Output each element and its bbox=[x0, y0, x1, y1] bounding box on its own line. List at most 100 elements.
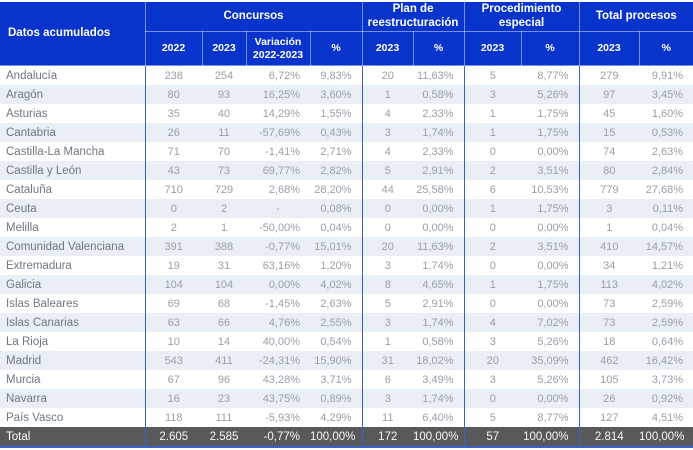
region-cell: Navarra bbox=[6, 392, 47, 405]
value-cell: 3 bbox=[463, 332, 522, 351]
value-cell: 279 bbox=[578, 65, 640, 85]
value-cell: 113 bbox=[578, 275, 640, 294]
value-cell: -0,77% bbox=[265, 240, 300, 253]
table-row: Comunidad Valenciana 391 388 -0,77% 15,01% 20… bbox=[0, 237, 693, 256]
value-cell: 6 bbox=[463, 180, 522, 199]
value-cell: 3 bbox=[361, 313, 414, 332]
value-cell: 0,54% bbox=[320, 335, 352, 348]
value-cell: 4 bbox=[361, 104, 414, 123]
value-cell: 18,02% bbox=[416, 354, 454, 367]
value-cell: 100,00% bbox=[413, 427, 465, 447]
value-cell: 0 bbox=[463, 294, 522, 313]
value-cell: 43,28% bbox=[262, 373, 300, 386]
value-cell: 104 bbox=[214, 278, 234, 291]
region-cell: Cataluña bbox=[6, 183, 53, 196]
group-header-row: Datos acumulados Concursos Plan de reest… bbox=[0, 2, 693, 66]
value-cell: 16,42% bbox=[645, 354, 684, 367]
value-cell: 1 bbox=[578, 218, 640, 237]
value-cell: 8 bbox=[361, 275, 414, 294]
value-cell: 411 bbox=[215, 354, 233, 367]
value-cell: 0,58% bbox=[422, 88, 454, 101]
value-cell: 2 bbox=[463, 237, 522, 256]
value-cell: 8,77% bbox=[537, 69, 569, 82]
value-cell: 35,09% bbox=[531, 354, 569, 367]
value-cell: 68 bbox=[217, 297, 231, 310]
value-cell: 74 bbox=[578, 142, 640, 161]
value-cell: 0,08% bbox=[320, 202, 352, 215]
value-cell: 9,83% bbox=[320, 69, 352, 82]
region-cell: Andalucía bbox=[6, 69, 58, 82]
value-cell: 3,60% bbox=[320, 88, 352, 101]
value-cell: 11,63% bbox=[417, 69, 454, 82]
table-row: Melilla 2 1 -50,00% 0,04% 0 0,00% 0 0,00% 1 0,04% bbox=[0, 218, 693, 237]
table-row: Ceuta 0 2 - 0,08% 0 0,00% 1 1,75% 3 0,11% bbox=[0, 199, 693, 218]
value-cell: 9,91% bbox=[651, 69, 684, 82]
region-cell: Ceuta bbox=[6, 202, 37, 215]
value-cell: 4,02% bbox=[320, 278, 352, 291]
value-cell: 2,33% bbox=[422, 107, 454, 120]
value-cell: 2,33% bbox=[422, 145, 454, 158]
value-cell: 0,00% bbox=[537, 145, 569, 158]
value-cell: 57 bbox=[463, 427, 522, 447]
value-cell: 1 bbox=[361, 85, 414, 104]
value-cell: 67 bbox=[144, 370, 202, 389]
column-subheader: 2023 bbox=[463, 31, 522, 66]
value-cell: 19 bbox=[144, 256, 202, 275]
value-cell: 0,00% bbox=[537, 297, 569, 310]
value-cell: 462 bbox=[578, 351, 640, 370]
value-cell: 1,55% bbox=[320, 107, 352, 120]
value-cell: 2,59% bbox=[651, 316, 684, 329]
value-cell: 8,77% bbox=[537, 411, 569, 424]
region-cell: La Rioja bbox=[6, 335, 49, 348]
value-cell: 2 bbox=[220, 202, 228, 215]
value-cell: 2.585 bbox=[202, 427, 246, 447]
value-cell: 4,76% bbox=[268, 316, 300, 329]
table-header: Datos acumulados Concursos Plan de reest… bbox=[0, 2, 693, 66]
table-row: Islas Canarias 63 66 4,76% 2,55% 3 1,74% 4 7,02%… bbox=[0, 313, 693, 332]
value-cell: 1 bbox=[463, 104, 522, 123]
value-cell: 70 bbox=[217, 145, 231, 158]
value-cell: 0,04% bbox=[320, 221, 352, 234]
column-subheader: 2023 bbox=[578, 31, 640, 66]
total-row: Total 2.605 2.585 -0,77% 100,00% 172 100,00% 57… bbox=[0, 427, 693, 447]
value-cell: 45 bbox=[578, 104, 640, 123]
value-cell: 3 bbox=[361, 389, 414, 408]
value-cell: 80 bbox=[144, 85, 202, 104]
table-row: País Vasco 118 111 -5,93% 4,29% 11 6,40% 5 8,77%… bbox=[0, 408, 693, 427]
value-cell: -5,93% bbox=[265, 411, 300, 424]
column-subheader: % bbox=[309, 31, 363, 66]
region-cell: Melilla bbox=[6, 221, 39, 234]
value-cell: 40,00% bbox=[262, 335, 300, 348]
table-row: Murcia 67 96 43,28% 3,71% 6 3,49% 3 5,26% 105 3,73… bbox=[0, 370, 693, 389]
value-cell: -57,69% bbox=[259, 126, 300, 139]
region-cell: Madrid bbox=[6, 354, 42, 367]
value-cell: 2,55% bbox=[320, 316, 352, 329]
value-cell: 10 bbox=[144, 332, 202, 351]
value-cell: 93 bbox=[217, 88, 231, 101]
value-cell: 69,77% bbox=[262, 164, 300, 177]
value-cell: -1,45% bbox=[265, 297, 300, 310]
table-row: Islas Baleares 69 68 -1,45% 2,63% 5 2,91% 0 0,00… bbox=[0, 294, 693, 313]
value-cell: 44 bbox=[361, 180, 414, 199]
value-cell: 15 bbox=[578, 123, 640, 142]
table-row: Navarra 16 23 43,75% 0,89% 3 1,74% 0 0,00% 26 0,92… bbox=[0, 389, 693, 408]
value-cell: 1,74% bbox=[422, 392, 454, 405]
value-cell: 3 bbox=[463, 85, 522, 104]
value-cell: 0,00% bbox=[537, 392, 569, 405]
value-cell: 25,58% bbox=[416, 183, 454, 196]
value-cell: 1,75% bbox=[537, 202, 569, 215]
value-cell: 1,21% bbox=[651, 259, 684, 272]
value-cell: 11 bbox=[218, 126, 230, 139]
table-row: Castilla y León 43 73 69,77% 2,82% 5 2,91% 2 3,5… bbox=[0, 161, 693, 180]
value-cell: 96 bbox=[217, 373, 231, 386]
value-cell: 0,43% bbox=[320, 126, 352, 139]
value-cell: 710 bbox=[144, 180, 202, 199]
value-cell: 3,73% bbox=[651, 373, 684, 386]
column-subheader: 2023 bbox=[201, 31, 247, 66]
region-cell: Galicia bbox=[6, 278, 42, 291]
value-cell: 2 bbox=[463, 161, 522, 180]
value-cell: 4 bbox=[463, 313, 522, 332]
table-row: Cantabria 26 11 -57,69% 0,43% 3 1,74% 1 1,75% 15 0… bbox=[0, 123, 693, 142]
value-cell: 2.605 bbox=[144, 427, 202, 447]
